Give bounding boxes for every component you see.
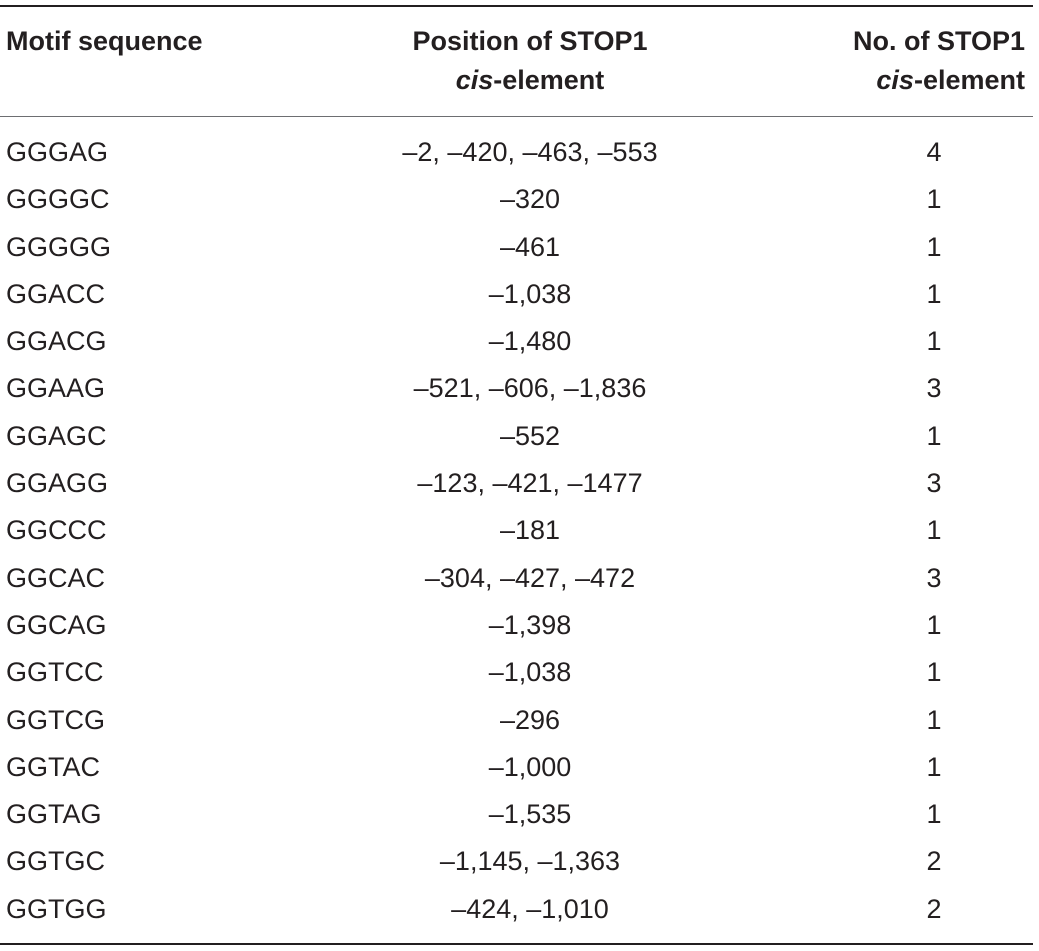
number-cell: 1 (926, 278, 942, 309)
table-row: GGTGG –424, –1,010 2 (0, 886, 1039, 933)
header-number-line2: cis-element (853, 61, 1025, 100)
header-position-line1: Position of STOP1 (412, 26, 648, 56)
number-cell: 1 (926, 704, 942, 735)
motif-cell: GGGGC (6, 184, 110, 215)
table-bottom-rule (0, 943, 1033, 945)
number-cell: 1 (926, 657, 942, 688)
motif-cell: GGTAC (6, 751, 100, 782)
position-cell: –1,535 (488, 799, 572, 830)
motif-cell: GGAGC (6, 420, 107, 451)
number-cell: 1 (926, 184, 942, 215)
position-cell: –181 (499, 515, 561, 546)
position-cell: –320 (499, 184, 561, 215)
motif-cell: GGACC (6, 278, 106, 309)
table-row: GGCAG –1,398 1 (0, 602, 1039, 649)
number-cell: 1 (926, 609, 942, 640)
header-position-cis: cis (455, 65, 494, 95)
header-number-line1: No. of STOP1 (852, 26, 1025, 56)
table-row: GGTAC –1,000 1 (0, 744, 1039, 791)
table-row: GGGAG –2, –420, –463, –553 4 (0, 129, 1039, 176)
position-cell: –1,480 (488, 326, 572, 357)
motif-cell: GGTGC (6, 846, 105, 877)
number-cell: 1 (926, 420, 942, 451)
table-body: GGGAG –2, –420, –463, –553 4 GGGGC –320 1 GG… (0, 129, 1039, 933)
motif-cell: GGCAC (6, 562, 106, 593)
motif-cell: GGCCC (6, 515, 107, 546)
table-row: GGTCG –296 1 (0, 697, 1039, 744)
number-cell: 3 (926, 562, 942, 593)
position-cell: –304, –427, –472 (424, 562, 636, 593)
header-position: Position of STOP1 cis-element (330, 22, 730, 100)
header-number-cis: cis (876, 65, 914, 95)
motif-cell: GGAAG (6, 373, 106, 404)
number-cell: 1 (926, 231, 942, 262)
table-row: GGACC –1,038 1 (0, 271, 1039, 318)
table-row: GGCAC –304, –427, –472 3 (0, 555, 1039, 602)
number-cell: 1 (926, 751, 942, 782)
position-cell: –1,000 (488, 751, 572, 782)
motif-cell: GGCAG (6, 609, 107, 640)
motif-cell: GGGAG (6, 137, 109, 167)
table-row: GGGGC –320 1 (0, 176, 1039, 223)
number-cell: 3 (926, 468, 942, 499)
table-row: GGACG –1,480 1 (0, 318, 1039, 365)
motif-cell: GGTAG (6, 799, 102, 830)
header-position-element: -element (493, 65, 605, 95)
position-cell: –552 (499, 420, 561, 451)
position-cell: –424, –1,010 (451, 893, 609, 924)
position-cell: –521, –606, –1,836 (413, 373, 647, 404)
number-cell: 2 (926, 846, 942, 877)
number-cell: 1 (926, 799, 942, 830)
motif-cell: GGTCG (6, 704, 105, 735)
number-cell: 2 (926, 893, 942, 924)
position-cell: –2, –420, –463, –553 (402, 137, 658, 167)
position-cell: –461 (499, 231, 561, 262)
table-row: GGAAG –521, –606, –1,836 3 (0, 365, 1039, 412)
table-row: GGGGG –461 1 (0, 224, 1039, 271)
number-cell: 3 (926, 373, 942, 404)
position-cell: –1,038 (488, 278, 572, 309)
motif-cell: GGACG (6, 326, 107, 357)
table-row: GGTCC –1,038 1 (0, 649, 1039, 696)
position-cell: –123, –421, –1477 (417, 468, 643, 499)
number-cell: 1 (926, 515, 942, 546)
table-row: GGTGC –1,145, –1,363 2 (0, 838, 1039, 885)
header-number: No. of STOP1 cis-element (853, 22, 1025, 100)
motif-cell: GGTCC (6, 657, 104, 688)
table-row: GGCCC –181 1 (0, 507, 1039, 554)
position-cell: –1,038 (488, 657, 572, 688)
header-number-element: -element (913, 65, 1025, 95)
header-divider-rule (0, 116, 1033, 117)
table-row: GGTAG –1,535 1 (0, 791, 1039, 838)
number-cell: 4 (926, 137, 942, 167)
motif-cell: GGAGG (6, 468, 109, 499)
header-position-line2: cis-element (330, 61, 730, 100)
position-cell: –1,398 (488, 609, 572, 640)
table-row: GGAGC –552 1 (0, 413, 1039, 460)
position-cell: –296 (499, 704, 561, 735)
table-top-rule (0, 5, 1033, 7)
motif-cell: GGTGG (6, 893, 107, 924)
motif-cell: GGGGG (6, 231, 112, 262)
table-row: GGAGG –123, –421, –1477 3 (0, 460, 1039, 507)
header-motif-sequence: Motif sequence (6, 22, 203, 61)
header-motif-label: Motif sequence (6, 26, 203, 56)
position-cell: –1,145, –1,363 (439, 846, 621, 877)
number-cell: 1 (926, 326, 942, 357)
